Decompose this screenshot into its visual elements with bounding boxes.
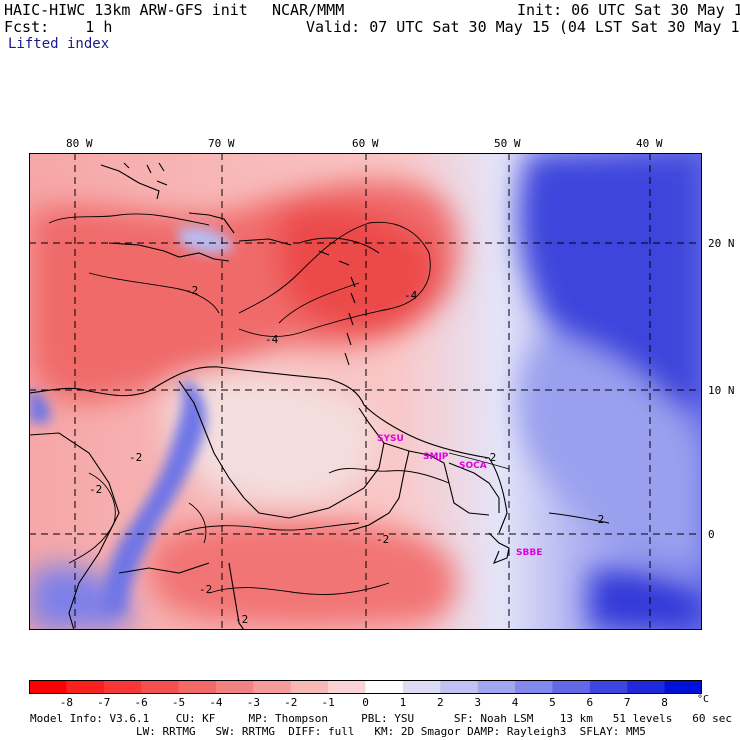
station-soca: SOCA	[459, 461, 487, 471]
colorbar-label: -7	[97, 696, 111, 709]
colorbar-swatch	[365, 680, 404, 694]
contour-label: -2	[235, 613, 248, 626]
colorbar-label: -6	[134, 696, 148, 709]
station-labels: SYSU SMJP SOCA SBBE	[377, 434, 542, 558]
colorbar-label: 4	[511, 696, 519, 709]
andes-cool-band	[102, 381, 206, 613]
colorbar-swatch	[29, 680, 67, 694]
model-title: HAIC-HIWC 13km ARW-GFS init	[4, 1, 248, 19]
lon-label-40w: 40 W	[636, 137, 663, 150]
colorbar-swatch	[627, 680, 666, 694]
colorbar	[29, 680, 702, 694]
cool-northeast	[518, 153, 702, 413]
colorbar-label: 8	[661, 696, 668, 709]
forecast-hour: Fcst: 1 h	[4, 18, 113, 36]
coastlines	[29, 162, 510, 630]
cool-east	[518, 333, 702, 573]
colorbar-label: -1	[321, 696, 335, 709]
station-sbbe: SBBE	[516, 548, 542, 558]
lon-label-50w: 50 W	[494, 137, 521, 150]
org-label: NCAR/MMM	[272, 1, 345, 19]
strong-core-central	[279, 204, 437, 334]
colorbar-label: 6	[586, 696, 594, 709]
colorbar-swatch	[440, 680, 479, 694]
colorbar-label: -8	[59, 696, 73, 709]
colorbar-label: 3	[474, 696, 481, 709]
lon-label-80w: 80 W	[66, 137, 93, 150]
colorbar-swatch	[402, 680, 441, 694]
pale-interior	[169, 373, 376, 505]
model-info-line1: Model Info: V3.6.1 CU: KF MP: Thompson P…	[30, 712, 732, 725]
colorbar-swatch	[253, 680, 292, 694]
cool-southeast	[589, 570, 702, 630]
warm-core-south	[147, 518, 457, 628]
contour-label: -4	[404, 289, 418, 302]
contour-label: -2	[199, 583, 212, 596]
colorbar-swatch	[664, 680, 702, 694]
li-contours	[48, 213, 610, 595]
init-time: Init: 06 UTC Sat 30 May 15	[517, 1, 740, 19]
cool-southwest	[29, 564, 129, 630]
colorbar-label: -5	[171, 696, 186, 709]
contour-label: -2	[185, 284, 198, 297]
colorbar-label: 0	[362, 696, 369, 709]
colorbar-swatch	[515, 680, 553, 694]
colorbar-frame	[29, 680, 702, 694]
lon-label-70w: 70 W	[208, 137, 235, 150]
colorbar-unit: °C	[697, 694, 710, 705]
colorbar-swatch	[290, 680, 329, 694]
colorbar-label: -3	[246, 696, 260, 709]
contour-label: -4	[265, 333, 279, 346]
contour-labels: -2 -4 -4 -2 -2 -2 -2 -2 -2 -2	[89, 284, 604, 626]
colorbar-swatch	[328, 680, 366, 694]
contour-label: -2	[483, 451, 496, 464]
colorbar-swatch	[178, 680, 217, 694]
lon-label-60w: 60 W	[352, 137, 379, 150]
colorbar-swatch	[477, 680, 516, 694]
station-smjp: SMJP	[423, 452, 449, 462]
colorbar-label: -2	[284, 696, 298, 709]
map-frame	[29, 153, 702, 630]
valid-time: Valid: 07 UTC Sat 30 May 15 (04 LST Sat …	[306, 18, 740, 36]
colorbar-swatch	[66, 680, 105, 694]
north-coast-cool-streak	[29, 388, 51, 423]
bahamas-cool-patch	[179, 226, 234, 254]
colorbar-swatch	[103, 680, 142, 694]
lat-label-10n: 10 N	[708, 384, 735, 397]
colorbar-swatch	[215, 680, 254, 694]
field-name: Lifted index	[8, 36, 110, 52]
lat-label-20n: 20 N	[708, 237, 735, 250]
contour-label: -2	[376, 533, 389, 546]
lat-label-0: 0	[708, 528, 715, 541]
station-sysu: SYSU	[377, 434, 404, 444]
colorbar-label: -4	[209, 696, 223, 709]
contour-label: -2	[591, 513, 604, 526]
model-info-line2: LW: RRTMG SW: RRTMG DIFF: full KM: 2D Sm…	[30, 725, 646, 738]
colorbar-swatch	[141, 680, 180, 694]
colorbar-swatch	[552, 680, 591, 694]
contour-label: -2	[129, 451, 142, 464]
colorbar-label: 2	[436, 696, 444, 709]
contour-label: -2	[89, 483, 102, 496]
colorbar-label: 1	[399, 696, 407, 709]
colorbar-label: 7	[623, 696, 631, 709]
colorbar-swatch	[589, 680, 628, 694]
colorbar-label: 5	[549, 696, 556, 709]
lifted-index-map: -2 -4 -4 -2 -2 -2 -2 -2 -2 -2 SYSU SMJP …	[29, 153, 702, 630]
